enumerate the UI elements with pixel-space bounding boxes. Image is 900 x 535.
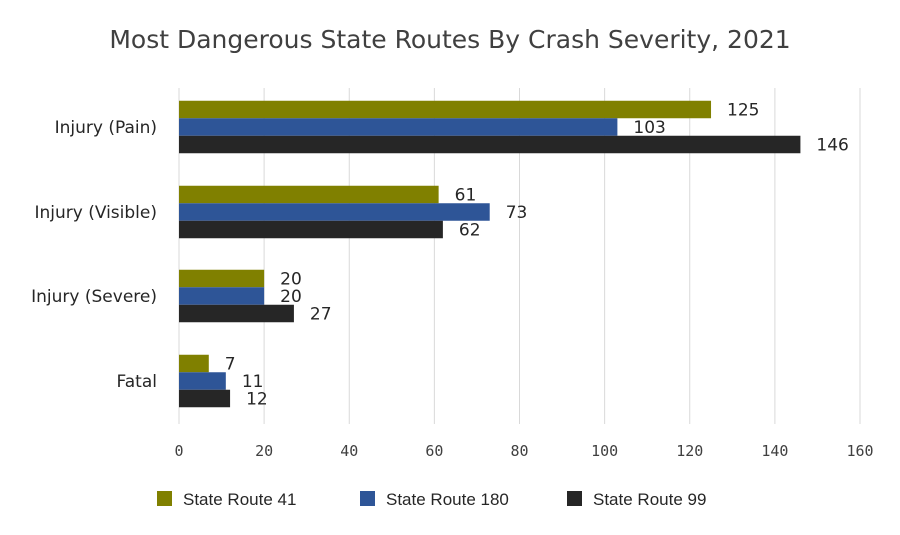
bar [179, 372, 226, 390]
bar [179, 185, 439, 204]
bar [179, 354, 209, 373]
data-label: 73 [506, 203, 528, 223]
legend-swatch [567, 491, 582, 506]
bars [179, 100, 801, 408]
bar [179, 389, 231, 408]
legend-swatch [360, 491, 375, 506]
data-label: 11 [242, 372, 264, 392]
data-label: 7 [225, 355, 236, 375]
x-axis-ticks: 0 20 40 60 80 100 120 140 160 [174, 442, 873, 460]
bar [179, 304, 294, 323]
data-label: 146 [816, 136, 848, 156]
chart-title: Most Dangerous State Routes By Crash Sev… [109, 25, 790, 54]
bar [179, 135, 801, 154]
data-labels: 125 61 20 7 103 73 20 11 146 62 27 12 [225, 101, 849, 410]
bar [179, 118, 618, 136]
category-label: Injury (Severe) [31, 287, 157, 307]
legend-label: State Route 180 [386, 490, 509, 509]
legend-label: State Route 41 [183, 490, 296, 509]
x-tick-label: 100 [591, 442, 618, 460]
category-label: Injury (Pain) [55, 118, 157, 138]
x-tick-label: 120 [676, 442, 703, 460]
x-tick-label: 80 [510, 442, 528, 460]
data-label: 62 [459, 221, 481, 241]
category-label: Injury (Visible) [34, 203, 157, 223]
x-tick-label: 60 [425, 442, 443, 460]
x-tick-label: 160 [846, 442, 873, 460]
bar [179, 100, 712, 119]
x-tick-label: 0 [174, 442, 183, 460]
data-label: 61 [455, 186, 477, 206]
category-labels: Injury (Pain) Injury (Visible) Injury (Sev… [31, 118, 157, 392]
bar [179, 220, 443, 239]
data-label: 125 [727, 101, 759, 121]
x-tick-label: 140 [761, 442, 788, 460]
data-label: 20 [280, 270, 302, 290]
bar [179, 287, 265, 305]
legend: State Route 41 State Route 180 State Route… [157, 490, 706, 509]
x-tick-label: 20 [255, 442, 273, 460]
bar [179, 269, 265, 288]
bar [179, 203, 490, 221]
legend-label: State Route 99 [593, 490, 706, 509]
data-label: 27 [310, 305, 332, 325]
category-label: Fatal [117, 372, 157, 392]
data-label: 20 [280, 287, 302, 307]
x-tick-label: 40 [340, 442, 358, 460]
legend-swatch [157, 491, 172, 506]
data-label: 103 [633, 118, 665, 138]
data-label: 12 [246, 390, 268, 410]
